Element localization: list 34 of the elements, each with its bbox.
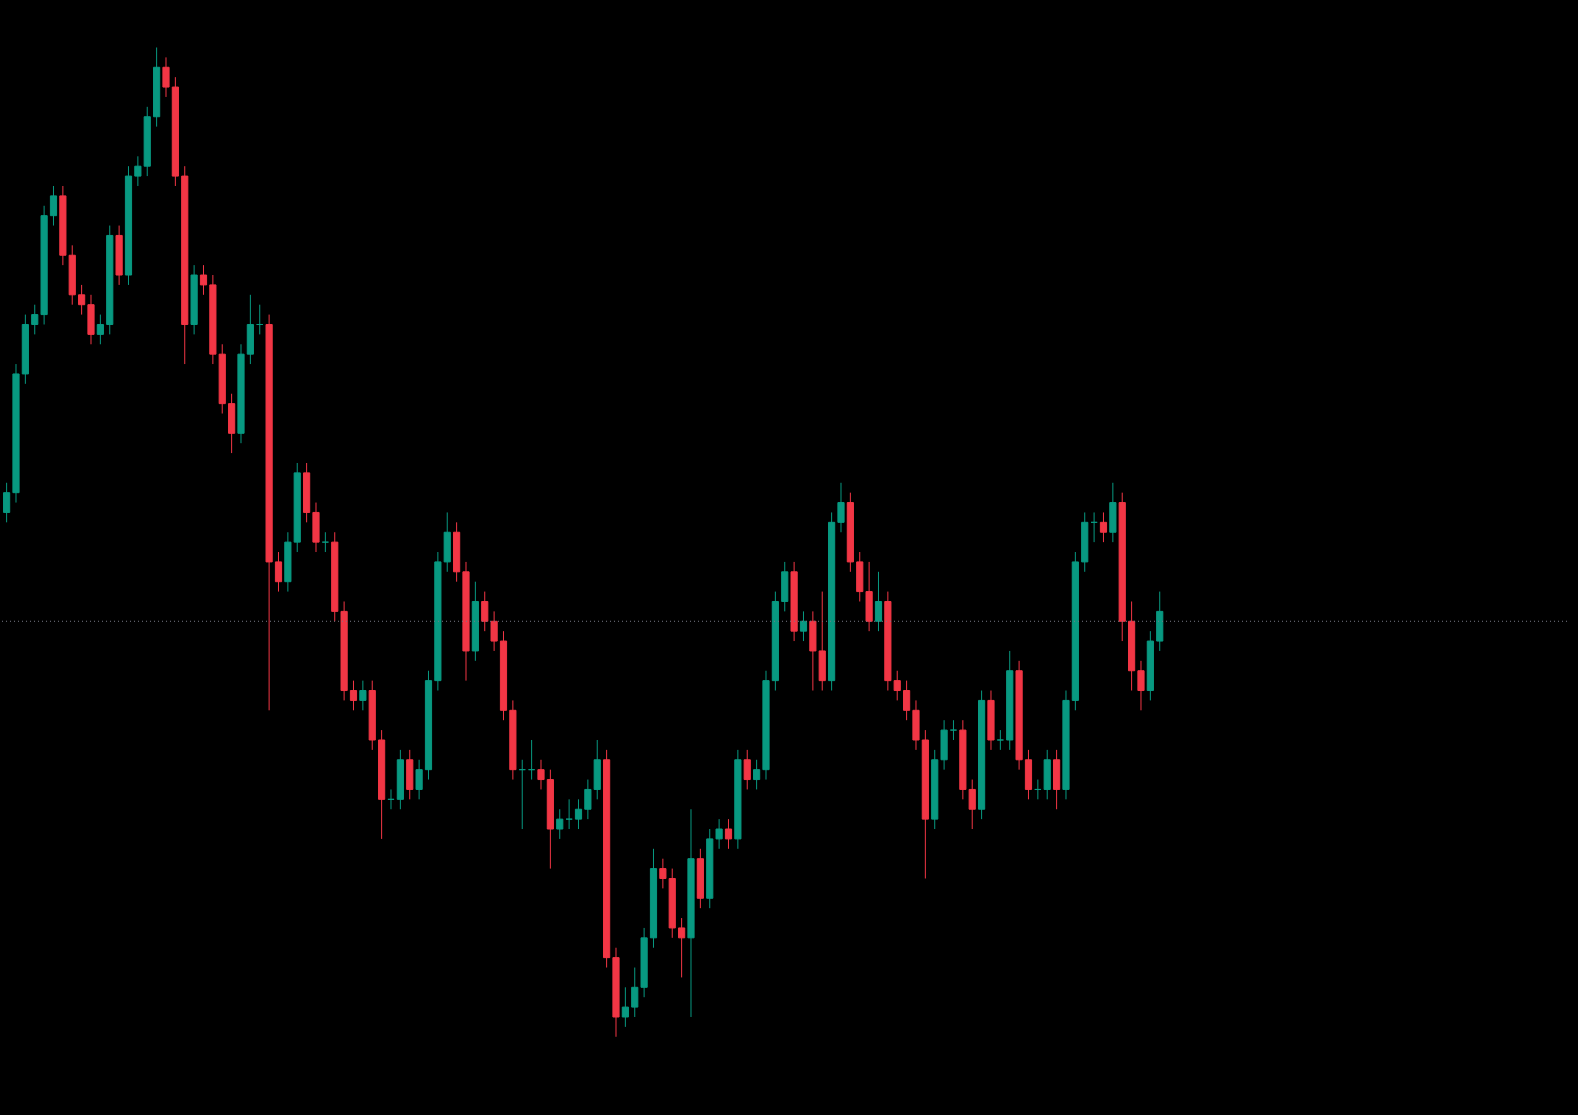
candlestick: [96, 314, 104, 345]
candlestick: [996, 729, 1004, 751]
candlestick: [837, 482, 845, 533]
candlestick: [743, 749, 751, 790]
candlestick: [537, 759, 545, 790]
candlestick: [321, 531, 329, 553]
candlestick: [490, 610, 498, 652]
candlestick: [949, 719, 958, 741]
candlestick: [631, 967, 639, 1018]
candlestick: [162, 56, 170, 98]
candlestick: [274, 551, 283, 593]
candlestick: [556, 808, 564, 840]
candlestick: [349, 680, 358, 711]
candlestick: [874, 571, 883, 632]
candlestick: [715, 818, 723, 850]
candlestick: [724, 818, 733, 850]
candlestick: [678, 917, 686, 978]
candlestick: [481, 591, 489, 632]
candlestick: [134, 155, 142, 187]
candlestick: [799, 610, 808, 642]
candlestick: [565, 798, 573, 830]
candlestick: [31, 304, 39, 335]
candlestick: [1137, 660, 1145, 711]
candlestick: [78, 284, 86, 316]
candlestick: [903, 680, 911, 721]
candlestick: [199, 264, 208, 296]
candlestick: [3, 482, 11, 523]
candlestick: [415, 759, 423, 800]
candlestick: [621, 986, 629, 1028]
candlestick: [1099, 511, 1108, 543]
candlestick: [753, 759, 761, 790]
candlestick: [574, 798, 583, 830]
candlestick: [359, 680, 367, 711]
candlestick: [49, 185, 58, 227]
